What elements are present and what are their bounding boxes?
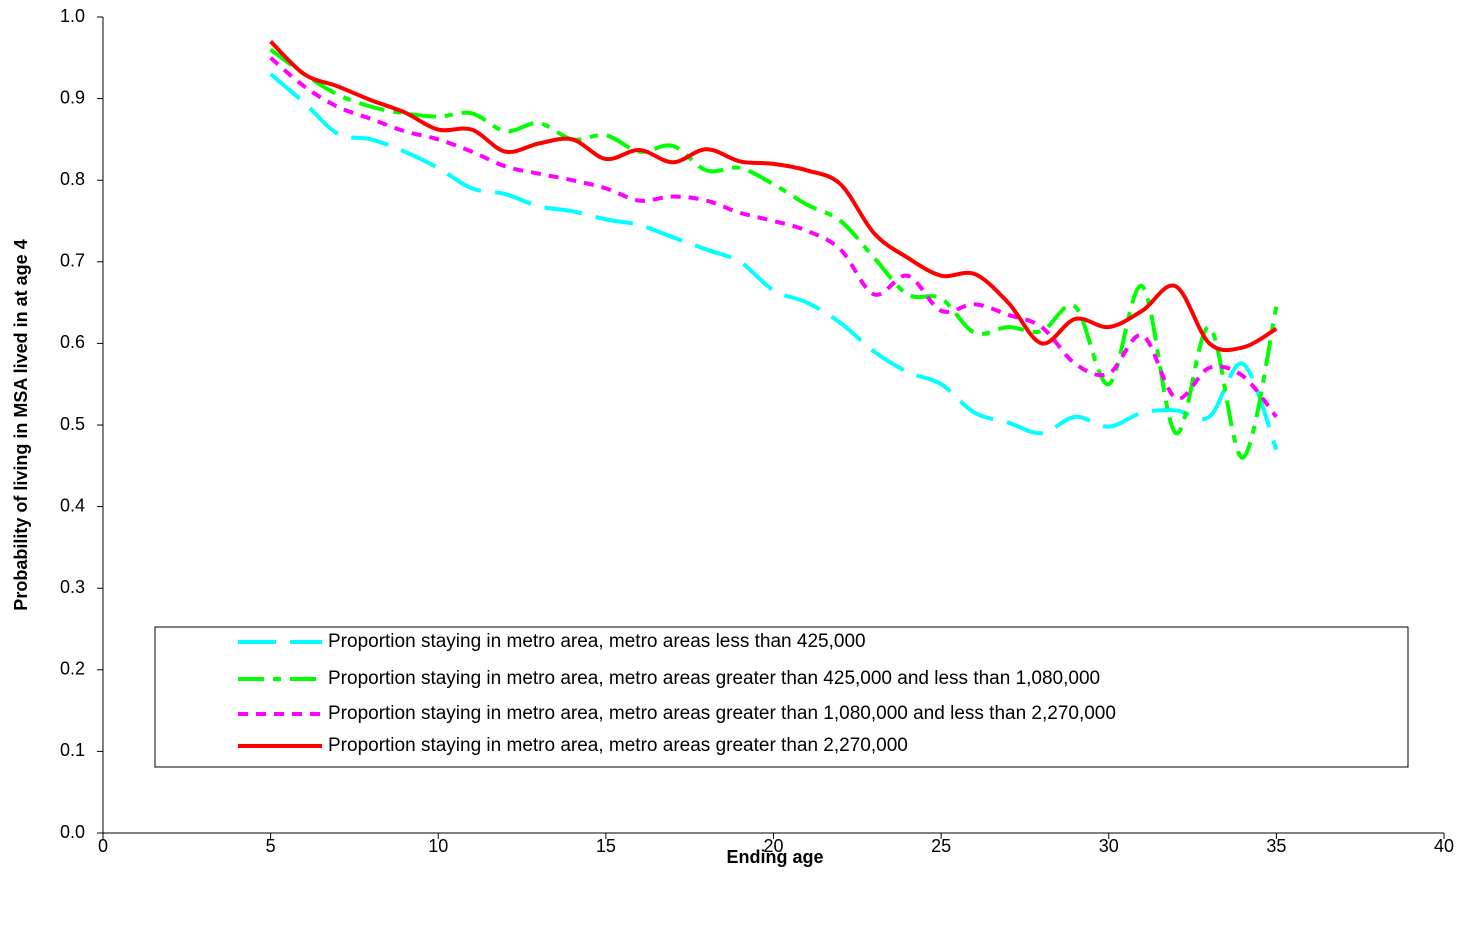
x-tick-label: 35 [1266, 836, 1286, 856]
series-line [269, 48, 1279, 460]
y-tick-label: 0.4 [60, 495, 85, 515]
y-axis-title: Probability of living in MSA lived in at… [11, 239, 31, 610]
y-tick-label: 1.0 [60, 6, 85, 26]
y-tick-label: 0.1 [60, 740, 85, 760]
x-tick-label: 0 [98, 836, 108, 856]
x-tick-label: 30 [1099, 836, 1119, 856]
x-tick-label: 10 [428, 836, 448, 856]
series-line [269, 72, 1279, 451]
y-tick-label: 0.0 [60, 822, 85, 842]
x-tick-label: 15 [596, 836, 616, 856]
x-tick-label: 5 [266, 836, 276, 856]
series-line [269, 40, 1278, 353]
legend-label: Proportion staying in metro area, metro … [328, 631, 866, 652]
x-axis-title: Ending age [726, 847, 823, 867]
x-tick-label: 20 [763, 836, 783, 856]
legend-label: Proportion staying in metro area, metro … [328, 703, 1116, 724]
legend-label: Proportion staying in metro area, metro … [328, 668, 1100, 689]
y-tick-label: 0.5 [60, 414, 85, 434]
y-tick-label: 0.6 [60, 332, 85, 352]
y-tick-label: 0.2 [60, 659, 85, 679]
y-tick-label: 0.7 [60, 251, 85, 271]
legend-label: Proportion staying in metro area, metro … [328, 735, 908, 756]
legend-box [154, 626, 1409, 768]
y-tick-label: 0.3 [60, 577, 85, 597]
x-tick-label: 25 [931, 836, 951, 856]
x-tick-label: 40 [1434, 836, 1454, 856]
y-tick-label: 0.9 [60, 87, 85, 107]
y-tick-label: 0.8 [60, 169, 85, 189]
series-line [269, 56, 1278, 419]
